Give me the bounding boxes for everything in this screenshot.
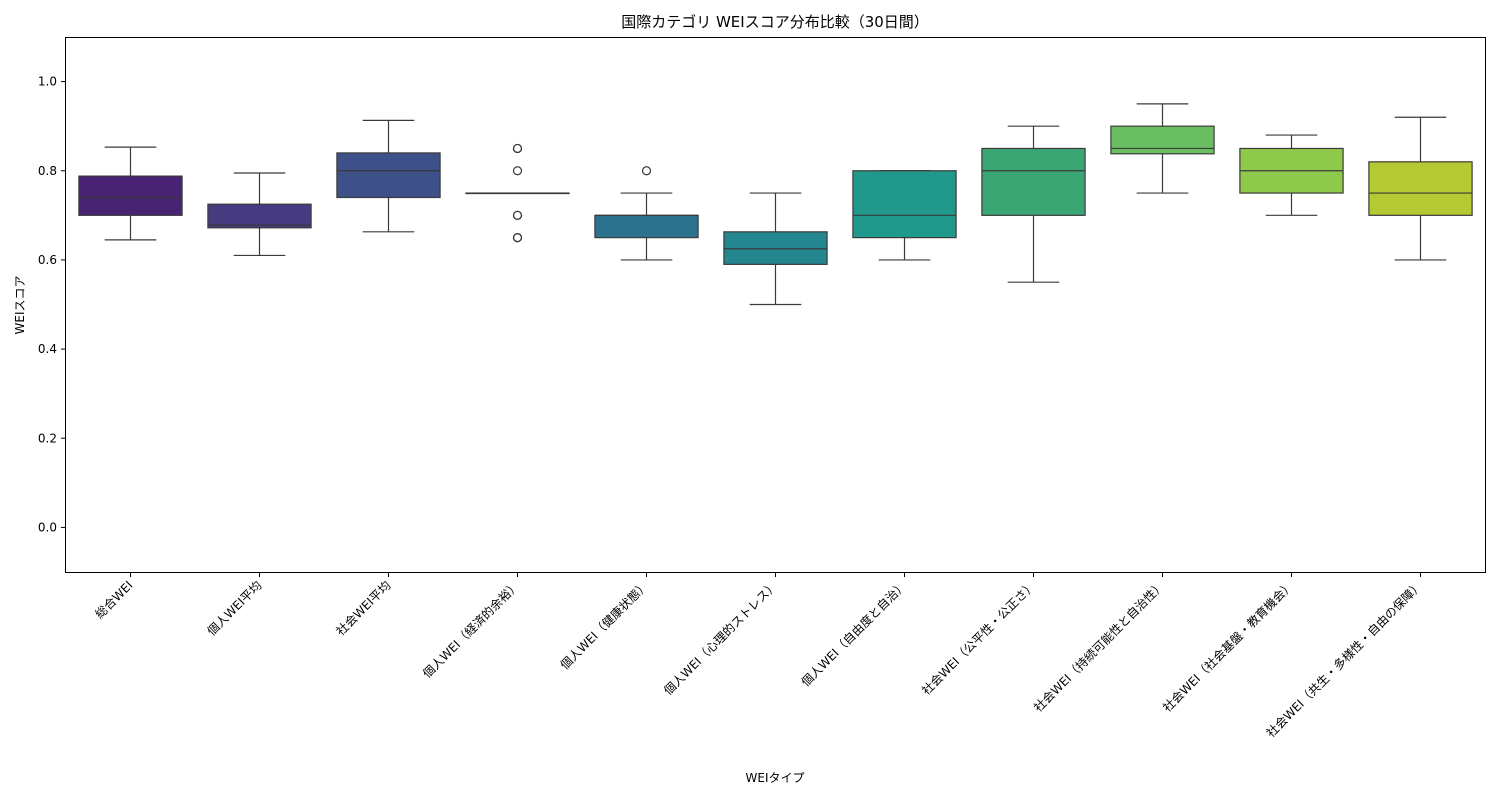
y-axis: 0.0 0.2 0.4 0.6 0.8 1.0 [38, 75, 66, 534]
x-tick-label: 社会WEI平均 [333, 578, 394, 639]
x-tick-label: 社会WEI（共生・多様性・自由の保障） [1263, 578, 1426, 741]
box-group [981, 125, 1086, 283]
outlier-point [512, 233, 523, 243]
box-group [723, 192, 828, 306]
plot-content [78, 103, 1473, 306]
box-group [336, 119, 441, 233]
x-tick-label: 個人WEI（経済的余裕） [419, 578, 522, 681]
box-iqr [1110, 125, 1215, 155]
box-iqr [78, 175, 183, 216]
box-group [78, 146, 183, 241]
y-tick-label: 0.4 [38, 342, 57, 356]
y-tick-label: 0.6 [38, 253, 57, 267]
box-iqr [207, 203, 312, 229]
outlier-point [512, 143, 523, 154]
x-axis: 総合WEI 個人WEI平均 社会WEI平均 個人WEI（経済的余裕） 個人WEI（健康状… [92, 572, 1426, 740]
x-tick-label: 個人WEI（心理的ストレス） [660, 578, 780, 698]
box-group [852, 170, 957, 261]
x-tick-label: 社会WEI（社会基盤・教育機会） [1159, 578, 1296, 715]
box-group [207, 172, 312, 257]
x-tick-label: 社会WEI（持続可能性と自治性） [1030, 578, 1167, 715]
outlier-point [512, 210, 523, 220]
box-iqr [852, 170, 957, 239]
box-group [594, 166, 699, 261]
box-iqr [336, 152, 441, 199]
box-group [1239, 134, 1344, 216]
box-iqr [1368, 161, 1473, 216]
x-tick-label: 総合WEI [92, 578, 136, 622]
y-tick-label: 1.0 [38, 75, 57, 89]
y-tick-label: 0.2 [38, 431, 57, 445]
chart-title: 国際カテゴリ WEIスコア分布比較（30日間） [621, 13, 929, 31]
outlier-point [512, 166, 523, 176]
y-tick-label: 0.8 [38, 164, 57, 178]
box-iqr [981, 147, 1086, 216]
box-group [465, 143, 570, 243]
box-group [1368, 116, 1473, 261]
x-axis-label: WEIタイプ [746, 771, 805, 785]
x-tick-label: 個人WEI（健康状態） [557, 578, 652, 673]
x-tick-label: 個人WEI（自由度と自治） [798, 578, 910, 690]
y-axis-label: WEIスコア [13, 276, 27, 335]
box-iqr [723, 231, 828, 265]
x-tick-label: 個人WEI平均 [205, 578, 265, 638]
box-group [1110, 103, 1215, 194]
y-tick-label: 0.0 [38, 520, 57, 534]
x-tick-label: 社会WEI（公平性・公正さ） [918, 578, 1038, 698]
box-iqr [594, 214, 699, 239]
outlier-point [641, 166, 652, 176]
